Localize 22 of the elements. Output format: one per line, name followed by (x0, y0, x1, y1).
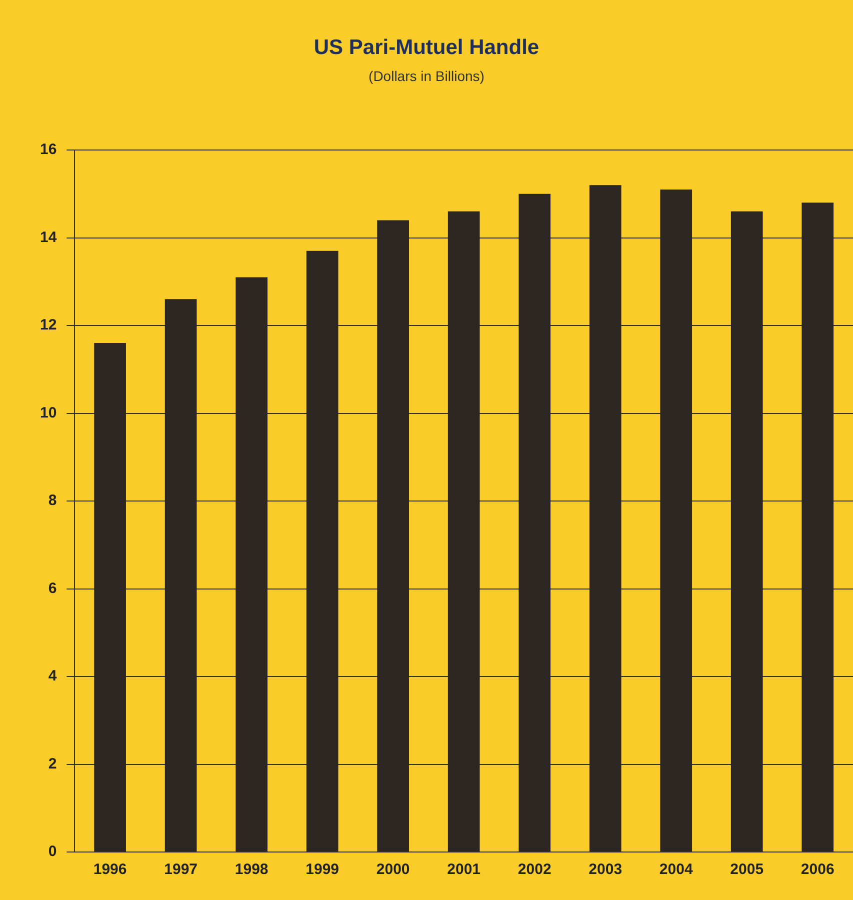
y-tick-label: 10 (40, 404, 57, 422)
y-tick-label: 14 (40, 228, 58, 246)
y-tick-label: 6 (48, 580, 57, 597)
x-tick-label: 1998 (234, 861, 268, 878)
x-tick-label: 2001 (447, 861, 481, 878)
x-tick-label: 2003 (588, 861, 622, 878)
y-tick-label: 16 (40, 141, 57, 158)
x-tick-label: 2002 (518, 861, 552, 878)
chart-title: US Pari-Mutuel Handle (312, 36, 540, 60)
x-tick-label: 2006 (800, 861, 834, 878)
x-tick-label: 1997 (164, 861, 198, 878)
x-tick-label: 1999 (306, 861, 340, 878)
y-tick-label: 0 (48, 843, 57, 860)
x-tick-label: 2004 (659, 861, 694, 878)
y-tick-label: 2 (48, 755, 57, 772)
y-tick-label: 4 (48, 668, 58, 685)
x-tick-label: 2000 (376, 861, 410, 878)
x-tick-label: 2005 (730, 861, 764, 878)
y-tick-label: 12 (40, 316, 57, 334)
y-tick-label: 8 (48, 492, 57, 510)
chart-subtitle: (Dollars in Billions) (368, 68, 486, 84)
x-tick-label: 1996 (93, 861, 127, 878)
